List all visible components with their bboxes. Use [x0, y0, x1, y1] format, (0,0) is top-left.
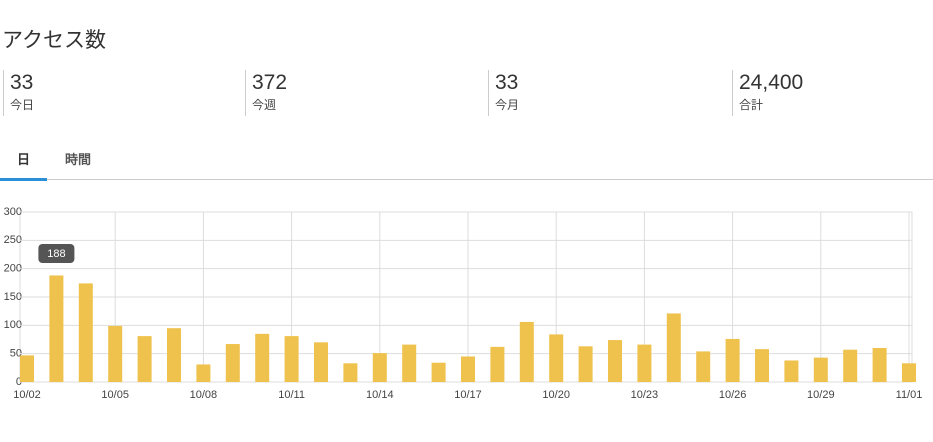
- bar: [431, 362, 446, 382]
- bar: [137, 336, 152, 382]
- bar: [372, 353, 387, 382]
- bar: [49, 275, 64, 382]
- tab-bar: 日 時間: [0, 140, 933, 181]
- y-tick-label: 150: [4, 291, 22, 303]
- x-tick-label: 11/01: [896, 389, 923, 401]
- stat-label: 今月: [495, 98, 520, 112]
- bar: [402, 344, 417, 382]
- bar: [343, 363, 358, 382]
- x-tick-label: 10/08: [190, 389, 218, 401]
- bar: [872, 348, 887, 382]
- x-tick-label: 10/26: [719, 389, 747, 401]
- y-tick-label: 50: [10, 348, 22, 360]
- tooltip-label: 188: [47, 248, 65, 260]
- x-tick-label: 10/17: [454, 389, 482, 401]
- stat-value: 24,400: [739, 71, 804, 94]
- bar: [637, 344, 652, 382]
- x-tick-label: 10/20: [542, 389, 570, 401]
- bar: [578, 346, 593, 382]
- stat-card: 372 今週: [245, 70, 477, 116]
- bar: [902, 363, 916, 382]
- x-tick-label: 10/05: [101, 389, 129, 401]
- bar: [78, 283, 93, 382]
- stat-label: 今日: [10, 98, 35, 112]
- bar: [284, 336, 299, 382]
- stat-value: 33: [495, 71, 519, 94]
- bar: [813, 357, 828, 382]
- bar: [784, 360, 799, 382]
- stat-value: 372: [252, 71, 288, 94]
- y-tick-label: 100: [4, 319, 22, 331]
- bar: [755, 349, 769, 382]
- y-tick-label: 300: [4, 206, 22, 218]
- tooltip: 188: [38, 244, 75, 263]
- bar: [843, 349, 858, 382]
- bar: [608, 340, 622, 382]
- x-tick-label: 10/02: [13, 389, 41, 401]
- tab[interactable]: 時間: [64, 152, 91, 167]
- y-tick-label: 250: [4, 234, 22, 246]
- bar: [490, 346, 505, 382]
- stat-value: 33: [10, 71, 34, 94]
- stat-label: 合計: [739, 98, 764, 112]
- bar: [519, 321, 534, 382]
- y-tick-label: 200: [4, 263, 22, 275]
- bar: [314, 342, 328, 382]
- stat-card: 33 今日: [3, 70, 235, 116]
- stat-card: 24,400 合計: [732, 70, 933, 116]
- x-tick-label: 10/29: [807, 389, 835, 401]
- stat-card: 33 今月: [488, 70, 720, 116]
- bar: [225, 344, 240, 382]
- x-tick-label: 10/23: [631, 389, 659, 401]
- x-tick-label: 10/11: [278, 389, 305, 401]
- stat-label: 今週: [252, 98, 277, 112]
- bar: [696, 351, 711, 382]
- x-tick-label: 10/14: [366, 389, 394, 401]
- tooltip-box: [38, 244, 75, 263]
- tab[interactable]: 日: [0, 149, 47, 181]
- bar: [108, 325, 123, 382]
- bar: [725, 338, 740, 382]
- bar: [666, 313, 681, 382]
- page-title: アクセス数: [2, 29, 106, 52]
- y-tick-label: 0: [16, 376, 22, 388]
- bar: [461, 356, 475, 382]
- bar: [20, 355, 34, 382]
- bar: [549, 334, 564, 382]
- bar: [255, 333, 270, 382]
- bar: [167, 328, 181, 382]
- bar: [196, 364, 211, 382]
